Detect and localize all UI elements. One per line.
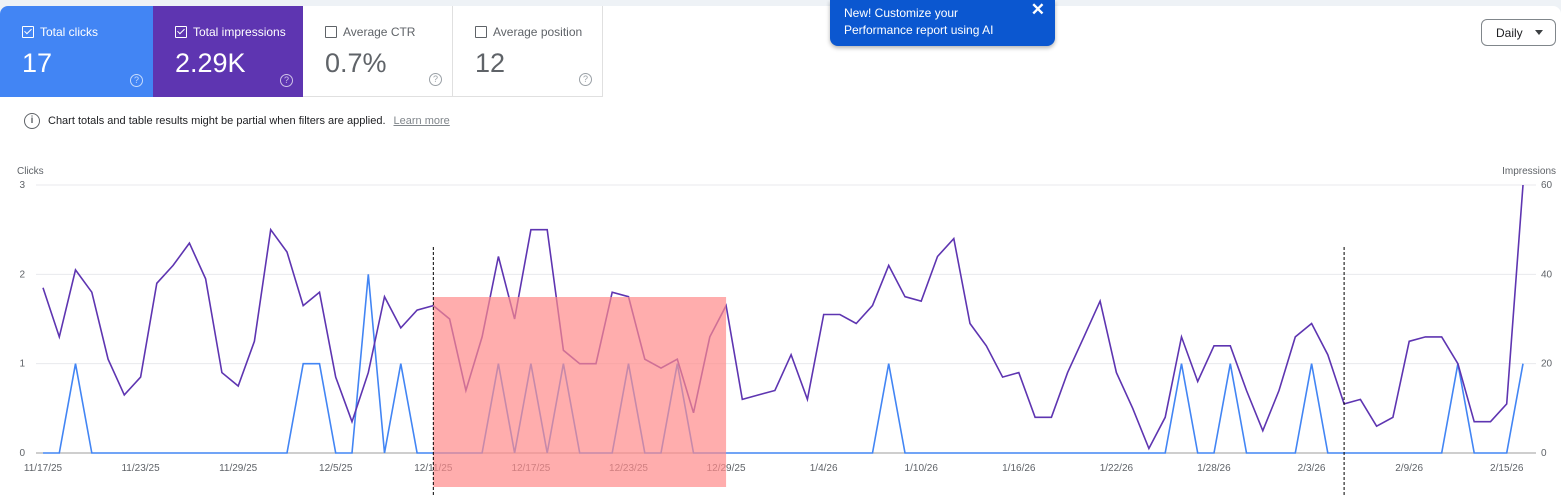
toast-line-1: New! Customize your [844, 6, 959, 20]
info-icon: i [24, 113, 40, 129]
x-tick-label: 2/3/26 [1298, 463, 1326, 474]
series-line-clicks [43, 274, 1524, 454]
filter-notice: i Chart totals and table results might b… [24, 113, 450, 129]
x-tick-label: 1/4/26 [810, 463, 838, 474]
x-tick-label: 1/28/26 [1197, 463, 1231, 474]
card-value: 2.29K [175, 48, 246, 78]
ai-customize-toast: New! Customize your Performance report u… [830, 0, 1055, 46]
left-axis-label: Clicks [17, 166, 44, 177]
metric-card-total-impressions[interactable]: Total impressions 2.29K ? [153, 6, 303, 97]
learn-more-link[interactable]: Learn more [393, 115, 450, 127]
left-tick-label: 2 [19, 269, 25, 280]
x-tick-label: 1/16/26 [1002, 463, 1036, 474]
card-label: Average CTR [343, 25, 416, 39]
checkbox-icon[interactable] [325, 26, 337, 38]
x-tick-label: 11/29/25 [219, 463, 258, 474]
granularity-value: Daily [1496, 25, 1523, 40]
checkbox-icon[interactable] [475, 26, 487, 38]
right-axis-label: Impressions [1502, 166, 1556, 177]
metric-card-average-ctr[interactable]: Average CTR 0.7% ? [303, 6, 453, 97]
series-line-impressions [42, 184, 1524, 451]
card-value: 17 [22, 48, 53, 78]
notice-text: Chart totals and table results might be … [48, 115, 386, 127]
caret-down-icon [1534, 30, 1543, 35]
x-tick-label: 1/10/26 [905, 463, 939, 474]
help-icon[interactable]: ? [280, 74, 293, 87]
right-tick-label: 0 [1541, 448, 1547, 459]
x-tick-label: 2/15/26 [1490, 463, 1524, 474]
x-tick-label: 11/17/25 [24, 463, 63, 474]
toast-line-2: Performance report using AI [844, 23, 994, 37]
left-tick-label: 3 [19, 180, 25, 191]
right-tick-label: 40 [1541, 269, 1553, 280]
help-icon[interactable]: ? [130, 74, 143, 87]
help-icon[interactable]: ? [579, 73, 592, 86]
x-tick-label: 1/22/26 [1100, 463, 1134, 474]
card-value: 12 [475, 48, 506, 78]
help-icon[interactable]: ? [429, 73, 442, 86]
card-label: Average position [493, 25, 583, 39]
granularity-dropdown[interactable]: Daily [1481, 19, 1556, 46]
x-tick-label: 12/29/25 [707, 463, 746, 474]
x-tick-label: 2/9/26 [1395, 463, 1423, 474]
checkbox-icon[interactable] [22, 26, 34, 38]
highlight-annotation [433, 297, 727, 487]
x-tick-label: 11/23/25 [121, 463, 160, 474]
right-tick-label: 60 [1541, 180, 1553, 191]
metric-card-total-clicks[interactable]: Total clicks 17 ? [0, 6, 153, 97]
left-tick-label: 0 [19, 448, 25, 459]
checkbox-icon[interactable] [175, 26, 187, 38]
right-tick-label: 20 [1541, 359, 1553, 370]
card-label: Total clicks [40, 25, 99, 39]
metric-card-average-position[interactable]: Average position 12 ? [453, 6, 603, 97]
left-tick-label: 1 [19, 359, 25, 370]
close-icon[interactable]: ✕ [1030, 0, 1045, 19]
x-tick-label: 12/5/25 [319, 463, 353, 474]
card-label: Total impressions [193, 25, 286, 39]
card-value: 0.7% [325, 48, 387, 78]
